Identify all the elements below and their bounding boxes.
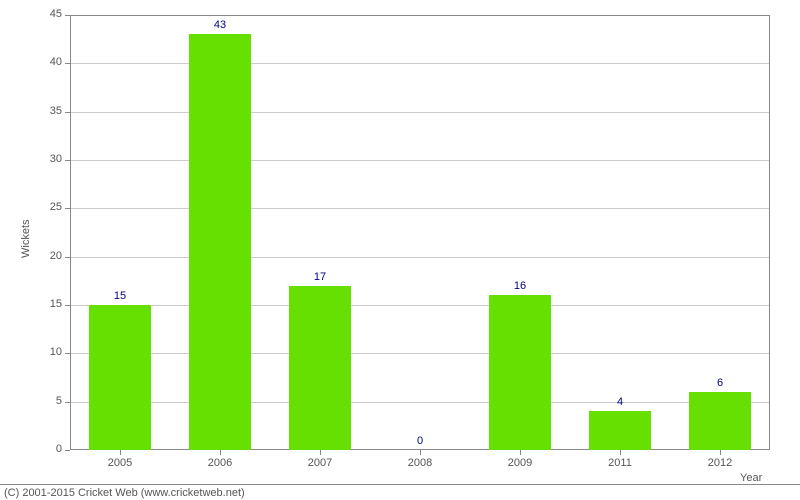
bar [89,305,151,450]
x-axis-label: Year [740,472,762,484]
chart-plot-area [70,15,770,450]
x-tick-mark [620,450,621,455]
y-gridline [71,112,769,113]
bar [689,392,751,450]
y-gridline [71,208,769,209]
x-tick-label: 2012 [708,457,732,469]
y-tick-label: 5 [32,395,62,407]
y-tick-label: 10 [32,346,62,358]
x-tick-mark [320,450,321,455]
y-axis-label: Wickets [20,219,32,258]
y-gridline [71,305,769,306]
bar [289,286,351,450]
chart-wrapper: 0510152025303540452005200620072008200920… [0,0,800,500]
y-gridline [71,63,769,64]
y-tick-mark [65,257,70,258]
y-tick-label: 20 [32,250,62,262]
x-tick-mark [120,450,121,455]
y-tick-label: 15 [32,298,62,310]
y-tick-label: 35 [32,105,62,117]
bar-value-label: 15 [114,290,126,302]
x-tick-mark [220,450,221,455]
x-tick-label: 2009 [508,457,532,469]
bar-value-label: 43 [214,19,226,31]
x-tick-label: 2006 [208,457,232,469]
y-tick-label: 25 [32,201,62,213]
y-gridline [71,160,769,161]
y-tick-mark [65,63,70,64]
bar [189,34,251,450]
bar-value-label: 16 [514,280,526,292]
y-gridline [71,353,769,354]
x-tick-label: 2007 [308,457,332,469]
y-tick-mark [65,353,70,354]
x-tick-mark [720,450,721,455]
bar-value-label: 0 [417,435,423,447]
bar-value-label: 4 [617,396,623,408]
bar-value-label: 17 [314,271,326,283]
y-tick-mark [65,305,70,306]
y-tick-mark [65,112,70,113]
y-tick-mark [65,160,70,161]
y-tick-label: 0 [32,443,62,455]
y-gridline [71,257,769,258]
y-tick-mark [65,15,70,16]
y-tick-label: 40 [32,56,62,68]
y-tick-mark [65,402,70,403]
x-tick-mark [520,450,521,455]
bar-value-label: 6 [717,377,723,389]
copyright-text: (C) 2001-2015 Cricket Web (www.cricketwe… [4,487,245,499]
x-tick-mark [420,450,421,455]
x-tick-label: 2011 [608,457,632,469]
y-tick-label: 45 [32,8,62,20]
x-tick-label: 2005 [108,457,132,469]
y-tick-label: 30 [32,153,62,165]
y-tick-mark [65,208,70,209]
footer-divider [0,484,800,485]
bar [589,411,651,450]
x-tick-label: 2008 [408,457,432,469]
y-gridline [71,402,769,403]
bar [489,295,551,450]
y-tick-mark [65,450,70,451]
